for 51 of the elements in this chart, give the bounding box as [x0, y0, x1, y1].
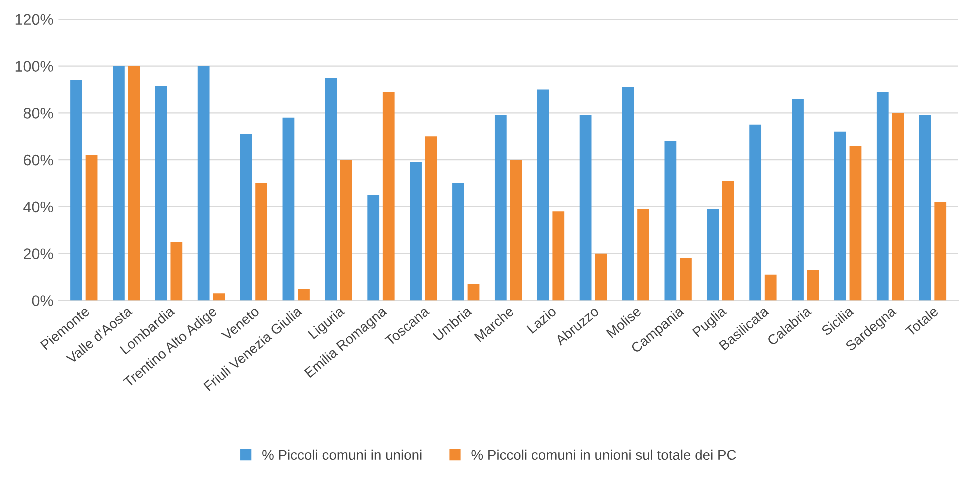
- bar: [638, 209, 650, 301]
- bar: [70, 80, 82, 301]
- bar: [850, 146, 862, 301]
- bar: [256, 183, 268, 301]
- bar: [128, 66, 140, 301]
- bar: [934, 202, 947, 301]
- bar: [282, 118, 295, 301]
- bar: [298, 288, 310, 301]
- bar: [834, 132, 846, 301]
- bar: [240, 134, 252, 301]
- bar: [552, 212, 565, 301]
- bar: [468, 284, 480, 301]
- bar: [595, 254, 608, 301]
- y-tick-label: 40%: [24, 202, 54, 213]
- bar: [807, 270, 820, 301]
- y-tick-label: 120%: [16, 14, 54, 26]
- bar: [213, 294, 226, 301]
- bar: [86, 155, 98, 301]
- bar: [198, 66, 210, 301]
- bar: [764, 274, 777, 301]
- bar: [113, 66, 125, 301]
- bar: [892, 113, 904, 301]
- bar: [537, 90, 550, 301]
- bar: [664, 141, 677, 301]
- bar: [510, 160, 522, 301]
- bar: [368, 195, 380, 301]
- y-tick-label: 100%: [16, 61, 54, 72]
- bar: [170, 242, 183, 301]
- bar: [494, 116, 507, 301]
- bar: [425, 136, 438, 301]
- y-tick-label: 80%: [24, 108, 54, 119]
- bar: [622, 87, 634, 301]
- bar: [580, 116, 592, 301]
- bar: [325, 78, 338, 301]
- bar: [452, 183, 464, 301]
- bar: [340, 160, 352, 301]
- bar: [876, 92, 889, 301]
- bar: [919, 116, 932, 301]
- bar: [722, 181, 734, 301]
- legend-label: % Piccoli comuni in unioni: [262, 450, 422, 460]
- bar: [155, 86, 168, 301]
- y-tick-label: 60%: [24, 154, 54, 166]
- bar: [750, 124, 762, 301]
- bar: [382, 92, 395, 301]
- y-tick-label: 0%: [32, 296, 54, 306]
- bar: [792, 99, 804, 301]
- y-tick-label: 20%: [24, 248, 54, 260]
- bar: [680, 258, 692, 301]
- bar: [410, 162, 422, 301]
- bar: [707, 209, 720, 301]
- legend-label: % Piccoli comuni in unioni sul totale dei PC: [472, 450, 736, 460]
